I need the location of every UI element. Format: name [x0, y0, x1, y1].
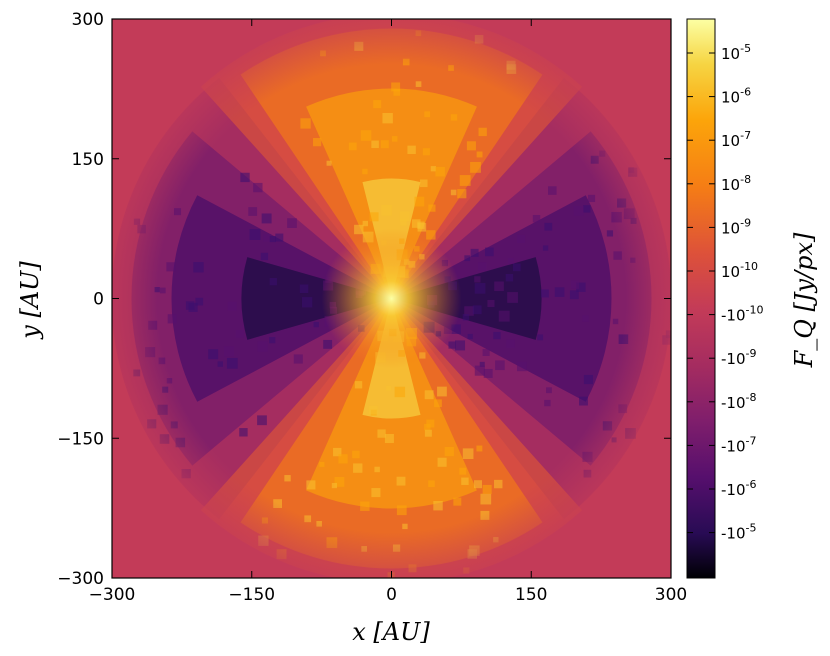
center-glow — [321, 228, 462, 369]
colorbar-tick-label: 10-5 — [721, 42, 751, 63]
colorbar-tick-label: -10-8 — [721, 391, 756, 412]
x-tick-label: 0 — [386, 585, 397, 605]
y-tick-label: 150 — [72, 150, 104, 170]
x-tick-label: −300 — [89, 585, 136, 605]
y-tick-label: 0 — [93, 290, 104, 310]
heatmap-area — [112, 19, 671, 578]
x-axis-title: x [AU] — [352, 618, 430, 646]
colorbar-ticks: 10-5 10-6 10-7 10-8 10-9 10-10 -10-10 -10-9 -10-… — [687, 42, 763, 543]
colorbar-tick-label: 10-8 — [721, 173, 751, 194]
colorbar-tick-label: 10-6 — [721, 86, 751, 107]
colorbar-tick-label: -10-6 — [721, 478, 756, 499]
x-tick-label: −150 — [228, 585, 275, 605]
axis-ticks: −300 −150 0 150 300 −300 −150 0 150 300 — [57, 10, 687, 605]
x-tick-label: 300 — [655, 585, 687, 605]
y-tick-label: −300 — [57, 569, 104, 589]
colorbar — [686, 18, 716, 579]
colorbar-tick-label: -10-9 — [721, 347, 756, 368]
colorbar-tick-label: 10-10 — [721, 260, 758, 281]
y-tick-label: 300 — [72, 10, 104, 30]
colorbar-tick-label: -10-7 — [721, 434, 756, 455]
y-tick-label: −150 — [57, 429, 104, 449]
x-tick-label: 150 — [515, 585, 547, 605]
colorbar-title: F_Q [Jy/px] — [790, 232, 818, 368]
colorbar-tick-label: -10-5 — [721, 522, 756, 543]
y-axis-title: y [AU] — [16, 261, 44, 340]
colorbar-tick-label: -10-10 — [721, 304, 763, 325]
colorbar-tick-label: 10-9 — [721, 216, 751, 237]
colorbar-tick-label: 10-7 — [721, 129, 751, 150]
